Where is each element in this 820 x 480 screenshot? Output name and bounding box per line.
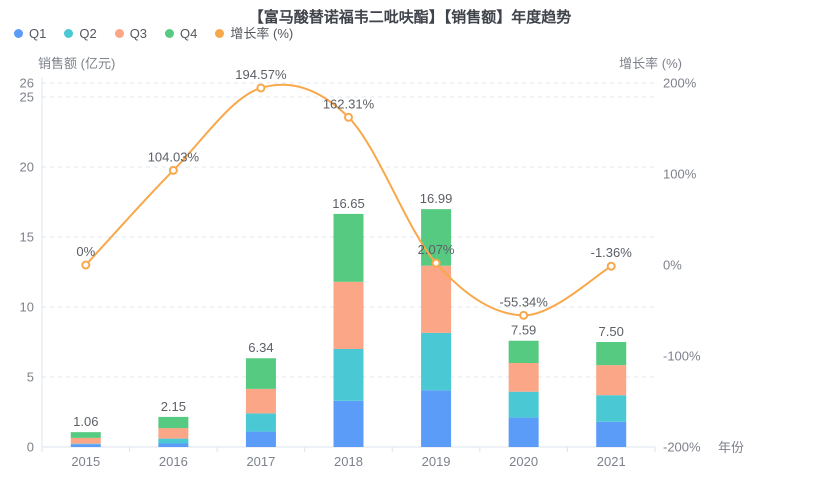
legend-item-label: Q3 xyxy=(129,26,148,41)
bar-2018-q3[interactable] xyxy=(333,281,364,349)
bar-2021-q2[interactable] xyxy=(596,395,627,422)
line-label-2017: 194.57% xyxy=(235,67,287,82)
bar-2017-q1[interactable] xyxy=(245,431,276,447)
legend-item-q1[interactable]: Q1 xyxy=(14,27,46,40)
line-marker-2017[interactable] xyxy=(256,83,266,93)
bar-2016-q1[interactable] xyxy=(158,443,189,448)
bar-2021-q1[interactable] xyxy=(596,421,627,447)
bar-2017-q4[interactable] xyxy=(245,358,276,389)
legend-item-label: Q4 xyxy=(180,26,198,41)
chart-title: 【富马酸替诺福韦二吡呋酯】【销售额】年度趋势 xyxy=(248,9,572,26)
left-tick-26: 26 xyxy=(20,76,34,91)
left-tick-0: 0 xyxy=(27,440,34,455)
bar-2018-q2[interactable] xyxy=(333,349,364,401)
x-tick-2021: 2021 xyxy=(597,454,626,469)
left-tick-20: 20 xyxy=(20,160,34,175)
right-tick--200%: -200% xyxy=(663,440,701,455)
bar-total-label-2019: 16.99 xyxy=(420,191,453,206)
x-tick-2018: 2018 xyxy=(334,454,363,469)
line-marker-2020[interactable] xyxy=(519,310,529,320)
bar-2016-q2[interactable] xyxy=(158,438,189,444)
line-label-2018: 162.31% xyxy=(323,96,375,111)
bar-2020-q1[interactable] xyxy=(508,417,539,447)
bar-2017-q2[interactable] xyxy=(245,413,276,432)
bar-2020-q2[interactable] xyxy=(508,391,539,418)
x-axis-name: 年份 xyxy=(718,440,744,455)
line-label-2019: 2.07% xyxy=(418,242,455,257)
bar-2015-q1[interactable] xyxy=(70,444,101,447)
bar-2019-q4[interactable] xyxy=(421,209,452,266)
legend-item-q3[interactable]: Q3 xyxy=(114,26,148,41)
line-marker-2018[interactable] xyxy=(344,112,353,122)
bar-2020-q4[interactable] xyxy=(508,340,539,363)
left-tick-10: 10 xyxy=(20,300,34,315)
bar-2019-q3[interactable] xyxy=(421,265,452,333)
left-tick-15: 15 xyxy=(20,230,34,245)
x-tick-2017: 2017 xyxy=(246,454,275,469)
legend-item-growth-rate[interactable]: 增长率 (%) xyxy=(215,27,293,40)
x-tick-2019: 2019 xyxy=(422,454,451,469)
bar-2018-q4[interactable] xyxy=(333,213,364,282)
line-label-2021: -1.36% xyxy=(591,245,633,260)
line-marker-2015[interactable] xyxy=(81,260,91,270)
left-tick-5: 5 xyxy=(27,370,34,385)
legend: Q1 Q2 Q3 Q4 增长率 (%) xyxy=(14,27,293,40)
bar-2019-q2[interactable] xyxy=(421,332,452,391)
right-axis-name: 增长率 (%) xyxy=(619,56,682,71)
left-axis-name: 销售额 (亿元) xyxy=(38,56,115,71)
legend-item-label: Q2 xyxy=(79,26,97,41)
bar-2015-q3[interactable] xyxy=(70,437,101,444)
right-tick--100%: -100% xyxy=(663,349,701,364)
bar-total-label-2020: 7.59 xyxy=(511,323,536,338)
bar-total-label-2016: 2.15 xyxy=(161,399,186,414)
bar-2016-q4[interactable] xyxy=(158,416,189,429)
line-label-2016: 104.03% xyxy=(148,149,200,164)
legend-dot-icon xyxy=(64,29,74,38)
legend-item-q4[interactable]: Q4 xyxy=(165,27,197,40)
x-tick-2016: 2016 xyxy=(159,454,188,469)
legend-dot-icon xyxy=(114,29,124,38)
legend-dot-icon xyxy=(215,29,225,38)
x-tick-2015: 2015 xyxy=(71,454,100,469)
line-label-2015: 0% xyxy=(76,244,95,259)
bar-2015-q2[interactable] xyxy=(70,443,101,445)
left-tick-25: 25 xyxy=(20,90,34,105)
right-tick-0%: 0% xyxy=(663,258,682,273)
bar-2015-q4[interactable] xyxy=(70,432,101,438)
bar-total-label-2015: 1.06 xyxy=(73,414,98,429)
legend-item-label: Q1 xyxy=(29,26,47,41)
bar-2021-q4[interactable] xyxy=(596,342,627,366)
bar-2020-q3[interactable] xyxy=(508,363,539,392)
legend-dot-icon xyxy=(14,29,23,38)
right-tick-200%: 200% xyxy=(663,76,697,91)
line-label-2020: -55.34% xyxy=(499,294,548,309)
legend-item-q2[interactable]: Q2 xyxy=(64,26,97,41)
line-marker-2021[interactable] xyxy=(606,261,616,271)
bar-2017-q3[interactable] xyxy=(245,388,276,414)
bar-2018-q1[interactable] xyxy=(333,400,364,447)
line-marker-2019[interactable] xyxy=(431,258,441,268)
x-tick-2020: 2020 xyxy=(509,454,538,469)
bar-total-label-2018: 16.65 xyxy=(332,196,365,211)
legend-item-label: 增长率 (%) xyxy=(230,26,294,41)
bar-total-label-2021: 7.50 xyxy=(599,324,624,339)
bar-2021-q3[interactable] xyxy=(596,365,627,396)
right-tick-100%: 100% xyxy=(663,167,697,182)
bar-total-label-2017: 6.34 xyxy=(248,340,273,355)
bar-2016-q3[interactable] xyxy=(158,428,189,439)
legend-dot-icon xyxy=(165,29,175,38)
line-marker-2016[interactable] xyxy=(168,165,178,175)
bar-2019-q1[interactable] xyxy=(421,390,452,447)
